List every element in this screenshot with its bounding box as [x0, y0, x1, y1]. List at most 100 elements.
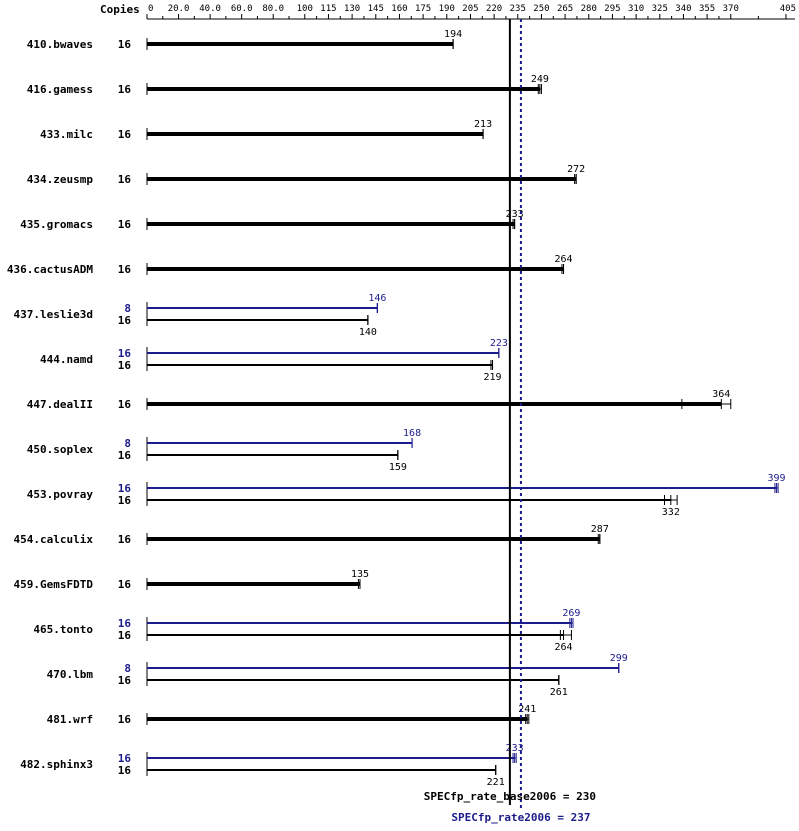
peak-value-label: 146: [368, 293, 386, 304]
base-value-label: 364: [712, 389, 730, 400]
x-tick-label: 220: [486, 4, 502, 14]
base-copies: 16: [118, 173, 132, 186]
base-copies: 16: [118, 494, 132, 507]
base-copies: 16: [118, 218, 132, 231]
base-value-label: 219: [484, 372, 502, 383]
benchmark-name: 481.wrf: [47, 713, 93, 726]
benchmark-row: 433.milc 16 213: [40, 119, 492, 141]
base-reference-label: SPECfp_rate_base2006 = 230: [424, 790, 596, 803]
benchmark-name: 436.cactusADM: [7, 263, 93, 276]
base-value-label: 194: [444, 29, 462, 40]
x-tick-label: 145: [368, 4, 384, 14]
base-copies: 16: [118, 449, 132, 462]
benchmark-name: 447.dealII: [27, 398, 93, 411]
x-tick-label: 250: [533, 4, 549, 14]
benchmark-row: 454.calculix 16 287: [14, 524, 609, 546]
benchmark-row: 470.lbm 8 299 16 261: [47, 653, 628, 698]
x-tick-label: 80.0: [262, 4, 284, 14]
x-tick-label: 310: [628, 4, 644, 14]
x-tick-label: 325: [652, 4, 668, 14]
benchmark-name: 470.lbm: [47, 668, 94, 681]
peak-value-label: 233: [506, 743, 524, 754]
peak-copies: 16: [118, 617, 132, 630]
base-copies: 16: [118, 713, 132, 726]
x-tick-label: 40.0: [199, 4, 221, 14]
peak-copies: 16: [118, 482, 132, 495]
peak-copies: 8: [124, 437, 131, 450]
benchmark-row: 459.GemsFDTD 16 135: [14, 569, 370, 591]
base-value-label: 233: [506, 209, 524, 220]
base-value-label: 272: [567, 164, 585, 175]
benchmark-row: 436.cactusADM 16 264: [7, 254, 573, 276]
base-value-label: 261: [550, 687, 568, 698]
base-copies: 16: [118, 83, 132, 96]
benchmark-row: 410.bwaves 16 194: [27, 29, 462, 51]
x-tick-label: 405: [780, 4, 796, 14]
benchmark-name: 459.GemsFDTD: [14, 578, 94, 591]
x-tick-label: 265: [557, 4, 573, 14]
base-copies: 16: [118, 578, 132, 591]
benchmark-row: 416.gamess 16 249: [27, 74, 549, 96]
benchmark-row: 434.zeusmp 16 272: [27, 164, 585, 186]
peak-value-label: 299: [610, 653, 628, 664]
base-copies: 16: [118, 128, 132, 141]
benchmark-name: 444.namd: [40, 353, 93, 366]
benchmark-rows: 410.bwaves 16 194 416.gamess 16 249 433.milc 16…: [7, 29, 786, 788]
copies-header: Copies: [100, 3, 140, 16]
base-copies: 16: [118, 263, 132, 276]
base-value-label: 287: [591, 524, 609, 535]
base-value-label: 264: [555, 642, 573, 653]
base-value-label: 241: [518, 704, 536, 715]
benchmark-name: 410.bwaves: [27, 38, 93, 51]
x-tick-label: 190: [439, 4, 455, 14]
x-tick-label: 100: [297, 4, 313, 14]
base-value-label: 213: [474, 119, 492, 130]
benchmark-name: 435.gromacs: [20, 218, 93, 231]
x-tick-label: 370: [723, 4, 739, 14]
base-value-label: 135: [351, 569, 369, 580]
benchmark-name: 434.zeusmp: [27, 173, 94, 186]
benchmark-name: 416.gamess: [27, 83, 93, 96]
x-tick-label: 130: [344, 4, 360, 14]
x-tick-label: 340: [675, 4, 691, 14]
benchmark-row: 437.leslie3d 8 146 16 140: [14, 293, 387, 338]
benchmark-row: 450.soplex 8 168 16 159: [27, 428, 421, 473]
peak-value-label: 269: [562, 608, 580, 619]
x-tick-label: 0: [148, 4, 153, 14]
base-copies: 16: [118, 764, 132, 777]
base-copies: 16: [118, 398, 132, 411]
base-value-label: 332: [662, 507, 680, 518]
benchmark-name: 433.milc: [40, 128, 93, 141]
peak-copies: 8: [124, 662, 131, 675]
benchmark-row: 435.gromacs 16 233: [20, 209, 524, 231]
base-copies: 16: [118, 533, 132, 546]
benchmark-row: 447.dealII 16 364: [27, 389, 732, 411]
benchmark-row: 444.namd 16 223 16 219: [40, 338, 508, 383]
peak-copies: 8: [124, 302, 131, 315]
x-tick-label: 115: [320, 4, 336, 14]
benchmark-name: 453.povray: [27, 488, 94, 501]
benchmark-row: 453.povray 16 399 16 332: [27, 473, 786, 518]
base-copies: 16: [118, 359, 132, 372]
peak-copies: 16: [118, 347, 132, 360]
x-tick-label: 60.0: [231, 4, 253, 14]
benchmark-name: 465.tonto: [33, 623, 93, 636]
x-tick-label: 355: [699, 4, 715, 14]
base-value-label: 159: [389, 462, 407, 473]
base-copies: 16: [118, 314, 132, 327]
benchmark-row: 482.sphinx3 16 233 16 221: [20, 743, 524, 788]
peak-copies: 16: [118, 752, 132, 765]
peak-value-label: 168: [403, 428, 421, 439]
base-copies: 16: [118, 674, 132, 687]
base-value-label: 249: [531, 74, 549, 85]
base-copies: 16: [118, 629, 132, 642]
peak-reference-label: SPECfp_rate2006 = 237: [451, 811, 590, 824]
benchmark-row: 465.tonto 16 269 16 264: [33, 608, 580, 653]
x-tick-label: 160: [391, 4, 407, 14]
x-tick-label: 295: [604, 4, 620, 14]
x-tick-label: 280: [581, 4, 597, 14]
x-tick-label: 235: [510, 4, 526, 14]
base-copies: 16: [118, 38, 132, 51]
benchmark-name: 454.calculix: [14, 533, 94, 546]
